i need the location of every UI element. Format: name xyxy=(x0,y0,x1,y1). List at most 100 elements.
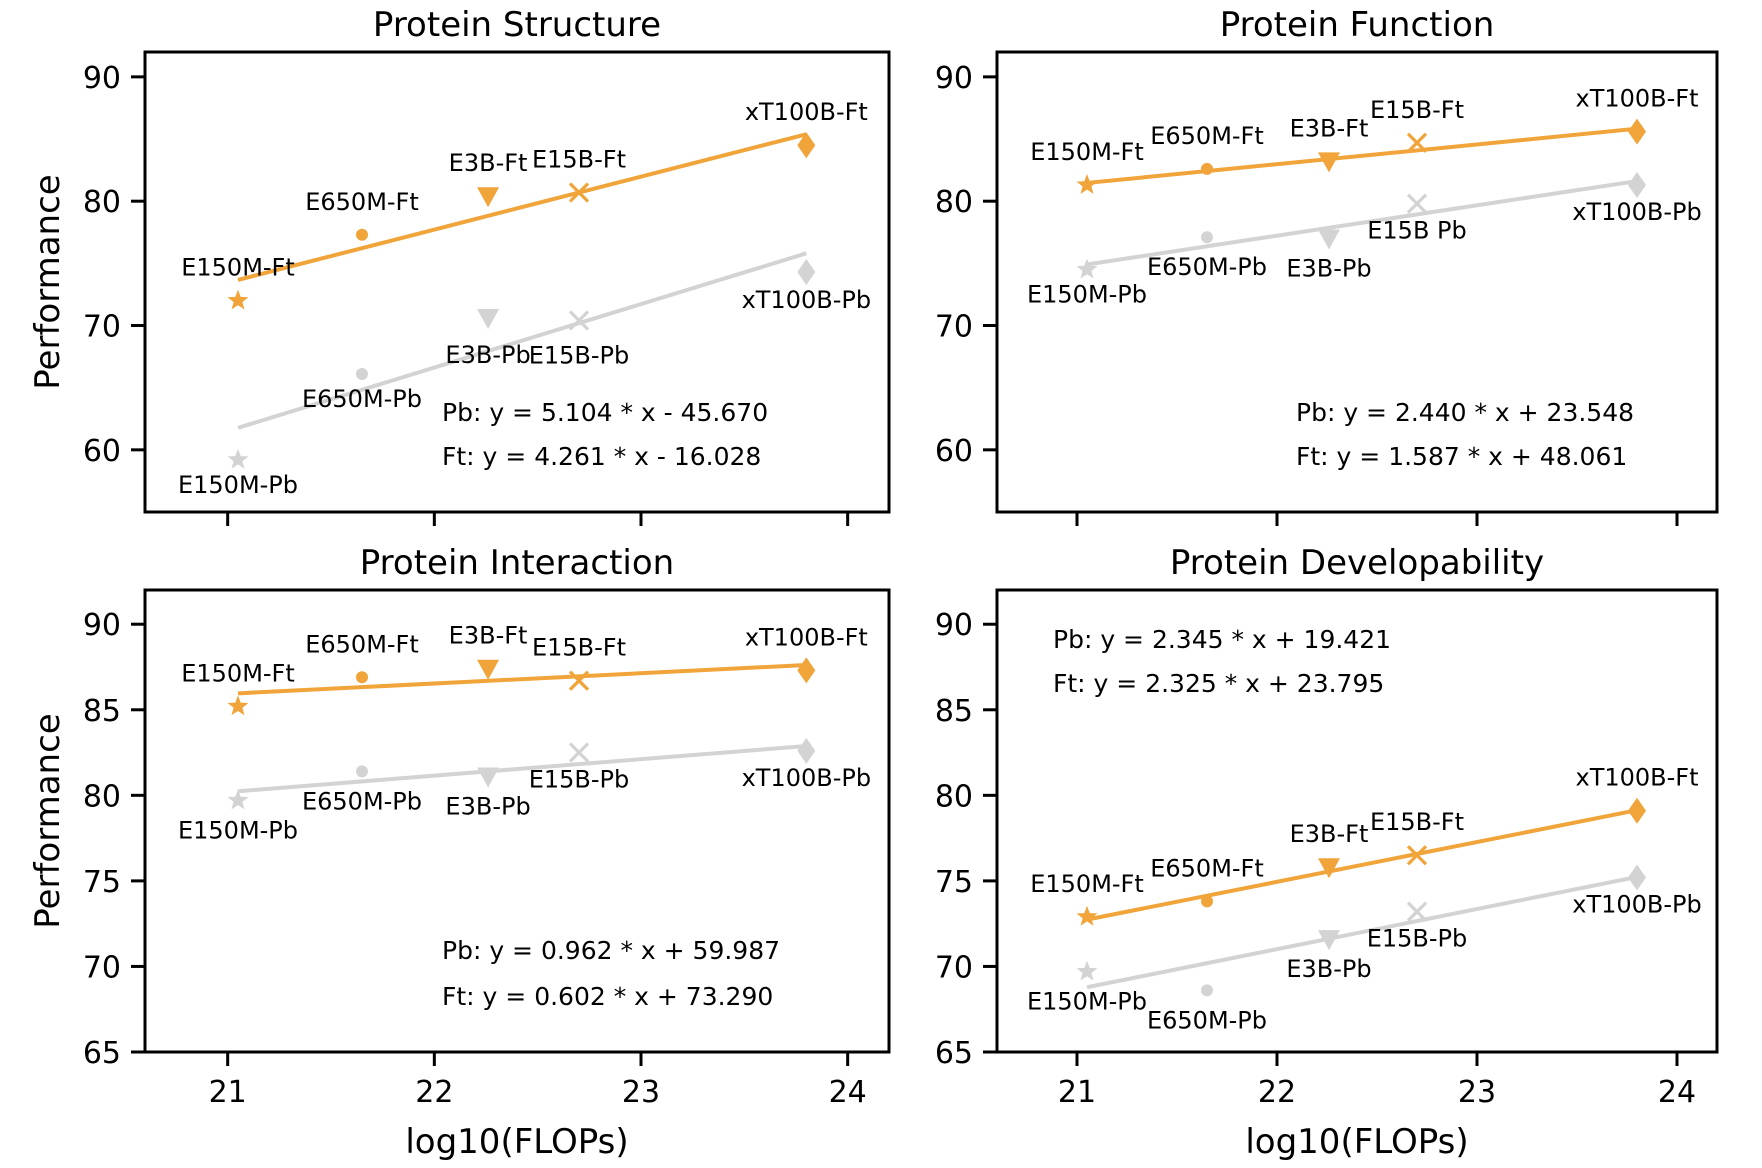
diamond-marker xyxy=(1628,118,1646,145)
y-tick-label: 80 xyxy=(935,185,973,220)
x-marker xyxy=(568,742,590,763)
chart-title: Protein Function xyxy=(1220,5,1495,45)
point-label: xT100B-Pb xyxy=(1572,890,1702,918)
point-label: E650M-Pb xyxy=(302,787,422,815)
y-tick-label: 70 xyxy=(83,310,121,345)
x-axis-label: log10(FLOPs) xyxy=(405,1122,628,1162)
triangle-marker xyxy=(1318,152,1340,173)
x-marker xyxy=(1406,132,1428,153)
point-label: E650M-Ft xyxy=(305,630,419,658)
diamond-marker xyxy=(1628,172,1646,199)
y-axis-label: Performance xyxy=(28,713,68,928)
y-tick-label: 70 xyxy=(935,310,973,345)
pb-equation: Pb: y = 5.104 * x - 45.670 xyxy=(442,398,768,427)
point-label: E150M-Pb xyxy=(178,471,298,499)
pb-equation: Pb: y = 2.440 * x + 23.548 xyxy=(1296,398,1634,427)
point-label: E15B-Ft xyxy=(532,145,626,173)
chart-title: Protein Interaction xyxy=(360,543,674,583)
x-axis-label: log10(FLOPs) xyxy=(1245,1122,1468,1162)
y-tick-label: 90 xyxy=(83,608,121,643)
circle-marker xyxy=(356,228,368,241)
x-tick-label: 24 xyxy=(829,1075,867,1110)
y-tick-label: 60 xyxy=(935,434,973,469)
y-tick-label: 80 xyxy=(83,185,121,220)
point-label: E15B-Ft xyxy=(532,634,626,662)
point-label: E15B-Pb xyxy=(529,766,630,794)
triangle-marker xyxy=(477,309,500,330)
point-label: E150M-Ft xyxy=(1030,138,1144,166)
x-marker xyxy=(568,670,590,691)
x-tick-label: 24 xyxy=(1658,1075,1696,1110)
triangle-marker xyxy=(1318,858,1340,879)
star-marker xyxy=(1076,960,1098,981)
plot-frame xyxy=(143,588,891,1054)
ft-equation: Ft: y = 0.602 * x + 73.290 xyxy=(442,982,773,1011)
fit-line-pb xyxy=(237,744,807,794)
star-marker xyxy=(1076,174,1098,194)
ft-equation: Ft: y = 2.325 * x + 23.795 xyxy=(1053,669,1384,698)
circle-marker xyxy=(356,765,368,778)
triangle-marker xyxy=(1318,930,1340,951)
point-label: E3B-Pb xyxy=(445,793,530,821)
point-label: E3B-Pb xyxy=(1286,254,1371,282)
point-label: E650M-Pb xyxy=(302,385,422,413)
y-tick-label: 85 xyxy=(83,694,121,729)
point-label: E650M-Ft xyxy=(1150,122,1264,150)
point-label: xT100B-Pb xyxy=(742,764,872,792)
point-label: E3B-Pb xyxy=(445,341,530,369)
diamond-marker xyxy=(797,657,816,684)
point-label: E3B-Ft xyxy=(449,149,528,177)
point-label: E150M-Ft xyxy=(181,254,295,282)
point-label: xT100B-Pb xyxy=(742,286,872,314)
point-label: E15B-Ft xyxy=(1370,808,1464,836)
ft-equation: Ft: y = 4.261 * x - 16.028 xyxy=(442,442,761,471)
plot-frame xyxy=(995,50,1719,514)
x-tick-label: 21 xyxy=(1058,1075,1096,1110)
y-tick-label: 65 xyxy=(83,1036,121,1071)
circle-marker xyxy=(1201,984,1213,997)
plot-frame xyxy=(995,588,1719,1054)
diamond-marker xyxy=(797,737,816,764)
y-tick-label: 90 xyxy=(935,61,973,96)
point-label: E150M-Ft xyxy=(181,659,295,687)
star-marker xyxy=(227,695,249,716)
point-label: E15B-Ft xyxy=(1370,96,1464,124)
point-label: E3B-Ft xyxy=(1290,114,1369,142)
diamond-marker xyxy=(797,259,816,286)
x-tick-label: 21 xyxy=(209,1075,247,1110)
point-label: E15B Pb xyxy=(1367,217,1467,245)
point-label: E150M-Pb xyxy=(1027,988,1147,1016)
point-label: E15B-Pb xyxy=(529,342,630,370)
star-marker xyxy=(227,448,249,469)
panel-2: Protein Function 60 70 80 90 E150M-PbE650M-Pb… xyxy=(935,5,1719,526)
circle-marker xyxy=(1201,162,1213,175)
point-label: xT100B-Ft xyxy=(1575,85,1698,113)
plot-frame xyxy=(143,50,891,514)
point-label: xT100B-Ft xyxy=(745,623,868,651)
x-tick-label: 22 xyxy=(1258,1075,1296,1110)
point-label: xT100B-Pb xyxy=(1572,198,1702,226)
diamond-marker xyxy=(1628,797,1646,824)
point-label: E150M-Ft xyxy=(1030,870,1144,898)
y-tick-label: 85 xyxy=(935,694,973,729)
point-label: E150M-Pb xyxy=(178,816,298,844)
point-label: E15B-Pb xyxy=(1367,925,1468,953)
circle-marker xyxy=(356,368,368,380)
panel-4: Protein Developability 65 70 75 80 85 90 21 22 23… xyxy=(935,543,1719,1162)
x-marker xyxy=(568,182,590,203)
y-tick-label: 75 xyxy=(83,865,121,900)
fit-line-ft xyxy=(1086,126,1638,185)
circle-marker xyxy=(1201,231,1213,244)
circle-marker xyxy=(1201,895,1213,908)
triangle-marker xyxy=(477,659,500,680)
x-marker xyxy=(1406,901,1428,922)
fit-line-ft xyxy=(237,132,807,282)
point-label: E650M-Pb xyxy=(1147,253,1267,281)
